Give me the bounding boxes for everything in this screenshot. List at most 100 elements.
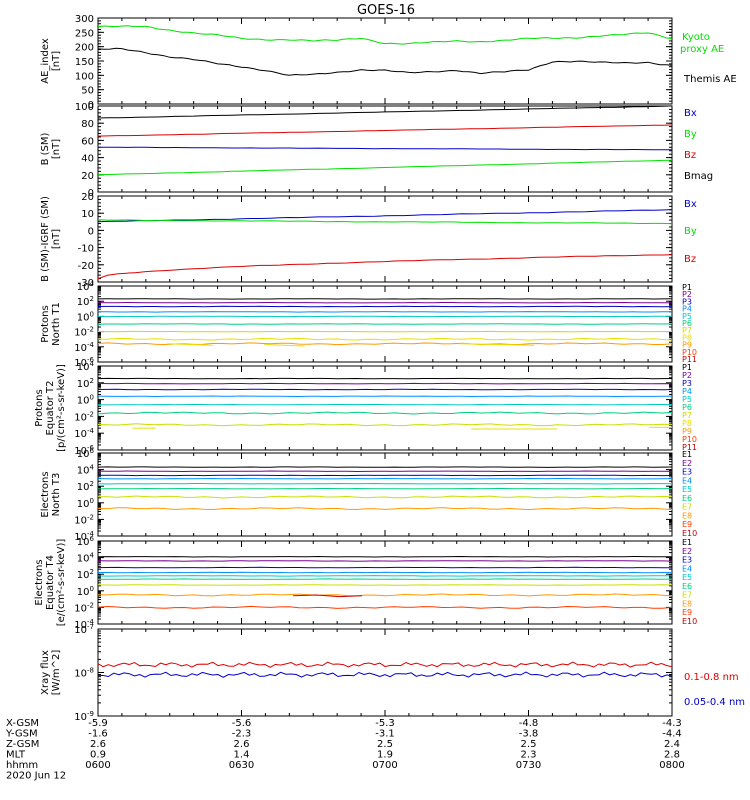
y-tick-label: 106	[77, 447, 95, 460]
series-line	[97, 470, 673, 473]
legend-entry: P5	[682, 312, 692, 321]
series-line	[97, 423, 673, 427]
y-tick-label: 10-4	[74, 427, 94, 440]
series-line	[97, 482, 673, 485]
legend-entry: P9	[682, 427, 692, 436]
footer-value: 2.5	[377, 739, 393, 750]
series-line	[97, 671, 673, 678]
y-axis-label: [e/(cm²-s-sr-keV)]	[56, 539, 67, 627]
series-line	[97, 487, 673, 490]
legend-entry: E2	[682, 459, 692, 468]
y-tick-label: 104	[77, 552, 95, 565]
y-axis-label: [W/m^2]	[51, 650, 62, 696]
legend-entry: P1	[682, 363, 692, 372]
legend-entry: E3	[682, 556, 692, 565]
y-tick-label: 0	[88, 100, 94, 111]
legend-entry: E7	[682, 503, 692, 512]
footer-value: -4.4	[662, 729, 682, 740]
y-tick-label: 100	[75, 71, 94, 82]
y-tick-label: -30	[78, 278, 94, 289]
y-tick-label: 20	[81, 192, 94, 203]
legend-entry: E1	[682, 450, 692, 459]
panel-ae: 0 50 100 150 200 250 300 AE_index [nT] Kyotoproxy…	[40, 14, 737, 111]
legend-entry: E7	[682, 591, 692, 600]
footer-date: 2020 Jun 12	[6, 771, 66, 782]
panel-b: 0 20 40 60 80 100 B (SM) [nT] Bx By Bz Bmag	[40, 102, 713, 199]
legend-entry: E5	[682, 485, 692, 494]
series-fragment	[293, 594, 363, 598]
y-tick-label: 10-2	[74, 410, 94, 423]
y-axis-label: North T3	[51, 473, 62, 517]
legend-entry: P6	[682, 403, 692, 412]
legend-entry: P2	[682, 290, 692, 299]
y-tick-label: 104	[77, 360, 95, 373]
footer-value: 0630	[229, 760, 254, 771]
y-tick-label: 106	[77, 535, 95, 548]
panel-frame	[97, 452, 673, 537]
footer-value: 0600	[85, 760, 110, 771]
legend-entry: Bz	[684, 254, 696, 265]
legend-entry: Bx	[684, 108, 697, 119]
y-tick-label: 10-4	[74, 341, 94, 354]
footer-row-label: MLT	[6, 750, 26, 761]
footer-row-label: Z-GSM	[6, 739, 39, 750]
y-axis-label: Xray flux	[40, 650, 51, 695]
legend-entry: E6	[682, 582, 692, 591]
y-tick-label: 102	[77, 377, 94, 390]
legend-entry: Bmag	[684, 171, 713, 182]
series-line	[97, 566, 673, 569]
legend-entry: Themis AE	[683, 74, 737, 85]
footer-value: 0730	[516, 760, 541, 771]
series-line	[97, 337, 673, 341]
y-tick-label: 0	[88, 188, 94, 199]
series-line	[97, 395, 673, 398]
legend-entry: E2	[682, 547, 692, 556]
y-tick-label: 10-2	[74, 326, 94, 339]
legend-entry: E8	[682, 599, 692, 608]
legend-entry: P9	[682, 341, 692, 350]
legend-entry: E6	[682, 494, 692, 503]
legend-entry: P6	[682, 319, 692, 328]
y-axis-label: AE_index	[40, 38, 51, 84]
series-line	[97, 605, 673, 609]
series-line	[97, 382, 673, 385]
footer-value: 2.5	[521, 739, 537, 750]
series-line	[98, 311, 673, 313]
legend-entry: P4	[682, 305, 692, 314]
y-axis-label: Electrons	[34, 559, 45, 605]
legend-entry: E5	[682, 573, 692, 582]
y-tick-label: 80	[81, 119, 94, 130]
series-line	[97, 209, 673, 223]
y-axis-label: [nT]	[51, 51, 62, 71]
footer-value: 2.8	[664, 750, 680, 761]
y-tick-label: 102	[77, 480, 94, 493]
y-axis-label: Equator T2	[45, 381, 56, 436]
legend-entry: P10	[682, 435, 697, 444]
series-line	[97, 388, 673, 391]
footer-value: -4.8	[519, 718, 539, 729]
y-tick-label: 40	[81, 154, 94, 165]
series-line	[97, 507, 673, 511]
footer-value: 0700	[372, 760, 397, 771]
legend-entry: P5	[682, 395, 692, 404]
legend-entry: E4	[682, 476, 692, 485]
y-tick-label: 100	[75, 102, 94, 113]
series-line	[97, 124, 673, 137]
legend-entry: E9	[682, 520, 692, 529]
y-axis-label: B (SM)	[40, 132, 51, 165]
legend-entry: P1	[682, 283, 692, 292]
footer-value: -2.3	[232, 729, 252, 740]
series-line	[97, 219, 673, 225]
series-line	[97, 560, 673, 562]
y-axis-label: [nT]	[51, 229, 62, 249]
legend-entry: P7	[682, 326, 692, 335]
footer-value: -4.3	[662, 718, 682, 729]
series-line	[97, 593, 673, 597]
panel-frame	[97, 628, 673, 717]
series-line	[97, 477, 673, 480]
y-tick-label: 100	[77, 497, 94, 510]
